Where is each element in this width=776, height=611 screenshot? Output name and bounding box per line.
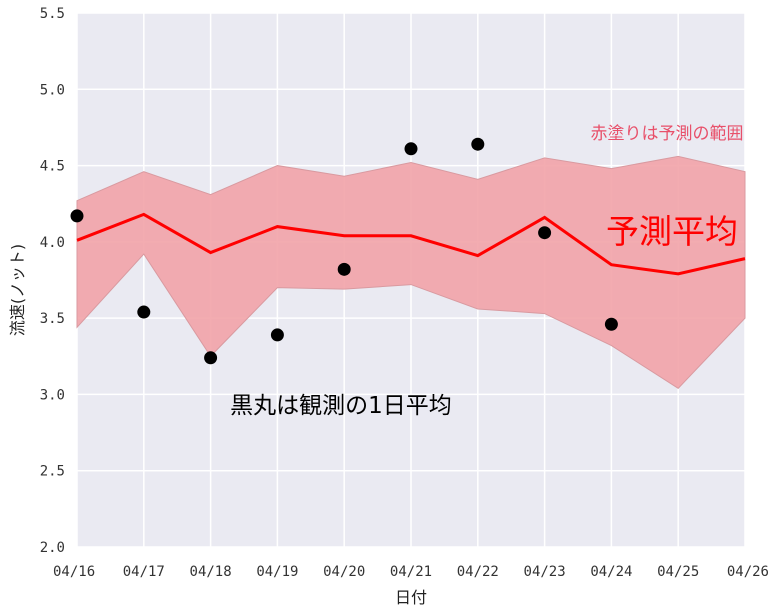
x-tick-04-16: 04/16 xyxy=(53,564,95,580)
y-tick-2-5: 2.5 xyxy=(40,464,65,480)
x-tick-04-18: 04/18 xyxy=(190,564,232,580)
x-tick-04-17: 04/17 xyxy=(123,564,165,580)
prediction-range-band xyxy=(76,155,746,389)
y-tick-4-5: 4.5 xyxy=(40,159,65,175)
y-tick-3-0: 3.0 xyxy=(40,387,65,403)
x-tick-04-25: 04/25 xyxy=(657,564,699,580)
x-tick-04-23: 04/23 xyxy=(524,564,566,580)
observed-point-04-16 xyxy=(70,209,84,223)
x-tick-04-20: 04/20 xyxy=(323,564,365,580)
y-tick-3-5: 3.5 xyxy=(40,311,65,327)
observed-points xyxy=(70,137,618,365)
x-tick-04-19: 04/19 xyxy=(256,564,298,580)
x-tick-04-26: 04/26 xyxy=(727,564,769,580)
band-annotation: 赤塗りは予測の範囲 xyxy=(591,123,744,144)
observed-point-04-19 xyxy=(270,328,284,342)
y-tick-5-0: 5.0 xyxy=(40,82,65,98)
y-tick-4-0: 4.0 xyxy=(40,235,65,251)
mean-annotation: 予測平均 xyxy=(606,212,738,251)
observed-annotation: 黒丸は観測の1日平均 xyxy=(230,393,452,419)
observed-point-04-22 xyxy=(471,137,485,151)
observed-point-04-24 xyxy=(604,317,618,331)
observed-point-04-20 xyxy=(337,262,351,276)
y-axis-label: 流速(ノット) xyxy=(8,244,27,336)
x-tick-04-24: 04/24 xyxy=(590,564,632,580)
y-tick-2-0: 2.0 xyxy=(40,540,65,556)
observed-point-04-18 xyxy=(204,351,218,365)
x-tick-labels: 04/16 04/17 04/18 04/19 04/20 04/21 04/22 04/23… xyxy=(53,564,769,580)
y-tick-5-5: 5.5 xyxy=(40,6,65,22)
x-tick-04-21: 04/21 xyxy=(390,564,432,580)
y-tick-labels: 2.0 2.5 3.0 3.5 4.0 4.5 5.0 5.5 xyxy=(40,6,65,556)
observed-point-04-23 xyxy=(538,226,552,240)
x-axis-label: 日付 xyxy=(395,588,427,607)
x-tick-04-22: 04/22 xyxy=(457,564,499,580)
observed-point-04-21 xyxy=(404,142,418,156)
observed-point-04-17 xyxy=(137,305,151,319)
prediction-mean-line xyxy=(76,212,746,276)
